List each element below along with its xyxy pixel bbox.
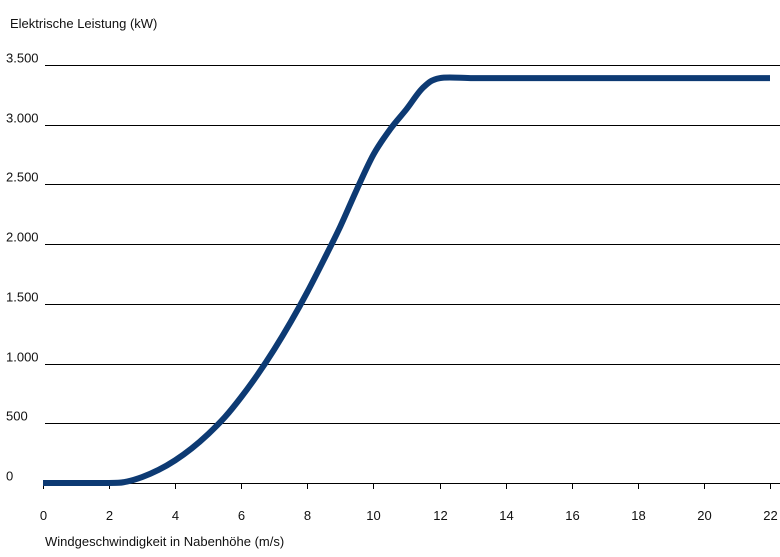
x-axis: 0 2 4 6 8 10 12 14 16 18 20 22 bbox=[40, 483, 780, 523]
x-tick-label-20: 20 bbox=[697, 508, 711, 523]
x-axis-label: Windgeschwindigkeit in Nabenhöhe (m/s) bbox=[45, 534, 284, 549]
y-tick-label-1000: 1.000 bbox=[6, 350, 39, 365]
x-tick-label-22: 22 bbox=[763, 508, 777, 523]
x-tick-label-12: 12 bbox=[433, 508, 447, 523]
series-line-0 bbox=[43, 77, 770, 483]
x-tick-label-2: 2 bbox=[106, 508, 113, 523]
x-tick-label-4: 4 bbox=[172, 508, 179, 523]
y-tick-label-3500: 3.500 bbox=[6, 51, 39, 66]
y-tick-label-500: 500 bbox=[6, 409, 28, 424]
series-layer bbox=[43, 77, 770, 483]
x-tick-label-18: 18 bbox=[631, 508, 645, 523]
y-axis-label: Elektrische Leistung (kW) bbox=[10, 16, 157, 31]
y-tick-label-3000: 3.000 bbox=[6, 111, 39, 126]
x-tick-label-16: 16 bbox=[565, 508, 579, 523]
x-tick-label-14: 14 bbox=[499, 508, 513, 523]
y-tick-label-0: 0 bbox=[6, 469, 13, 484]
y-tick-label-2000: 2.000 bbox=[6, 230, 39, 245]
grid-lines bbox=[45, 66, 780, 424]
y-tick-labels: 0 500 1.000 1.500 2.000 2.500 3.000 3.500 bbox=[6, 51, 39, 484]
x-tick-label-6: 6 bbox=[238, 508, 245, 523]
y-tick-label-1500: 1.500 bbox=[6, 290, 39, 305]
x-tick-label-10: 10 bbox=[366, 508, 380, 523]
x-tick-label-8: 8 bbox=[304, 508, 311, 523]
x-tick-label-0: 0 bbox=[40, 508, 47, 523]
y-tick-label-2500: 2.500 bbox=[6, 170, 39, 185]
